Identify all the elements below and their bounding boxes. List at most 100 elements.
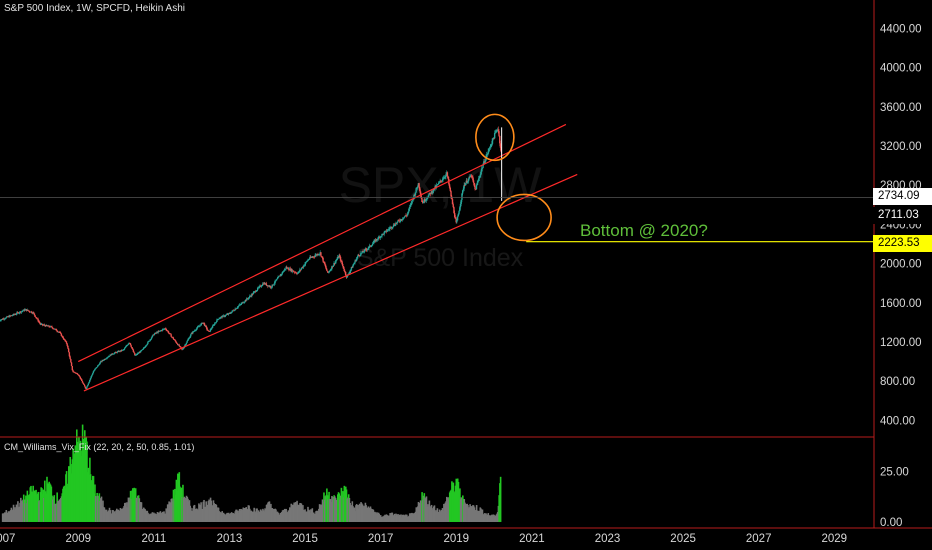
price-candle [380,236,382,238]
price-candle [321,256,324,258]
price-candle [491,138,494,144]
price-candle [254,291,257,292]
price-candle [216,319,218,322]
price-candle [94,369,96,371]
price-candle [121,350,123,351]
price-candle [65,341,68,344]
price-candle [328,271,330,273]
price-candle [413,194,416,196]
price-candle [484,160,486,163]
price-candle [392,224,395,227]
price-candle [482,164,484,169]
price-candle [270,286,272,288]
price-candle [251,293,254,295]
price-candle [277,277,279,279]
price-candle [473,182,476,187]
price-candle [328,270,331,272]
price-candle [307,259,309,262]
price-candle [355,260,357,262]
price-candle [417,183,420,187]
price-candle [198,325,201,327]
price-candle [103,359,105,361]
price-candle [356,256,358,259]
price-candle [3,318,6,320]
price-candle [414,192,417,196]
price-candle [162,328,164,330]
x-tick-label: 2029 [822,533,848,545]
price-candle [17,312,19,314]
price-candle [217,318,220,320]
price-candle [105,358,108,360]
price-candle [304,263,306,266]
price-candle [390,226,392,228]
price-candle [278,276,280,278]
price-candle [419,187,421,192]
price-candle [41,323,43,325]
price-candle [358,255,360,256]
price-candle [440,180,442,182]
price-candle [124,347,127,349]
price-candle [427,197,429,199]
price-candle [335,260,337,262]
price-candle [206,329,209,331]
price-candle [280,273,283,275]
price-candle [211,327,213,329]
price-candle [290,269,292,271]
price-candle [472,176,474,181]
price-candle [327,271,329,273]
price-candle [421,198,423,203]
price-candle [77,374,79,376]
price-candle [497,129,499,132]
price-candle [368,245,371,247]
price-candle [309,256,311,259]
price-candle [237,306,239,308]
price-candle [44,325,47,327]
x-tick-label: 2017 [368,533,394,545]
price-candle [360,252,363,254]
price-candle [13,313,15,315]
y-tick-label: 4000.00 [880,63,922,75]
x-tick-label: 2021 [519,533,545,545]
price-candle [37,318,39,322]
price-candle [194,330,196,332]
price-candle [59,332,62,334]
price-candle [361,251,364,253]
price-candle [279,275,281,277]
price-candle [51,327,54,329]
vix-bar [499,476,502,522]
price-candle [227,313,230,315]
price-candle [200,322,203,324]
price-candle [307,259,310,261]
price-candle [340,260,342,262]
price-candle [458,211,460,214]
price-candle [221,316,223,318]
price-candle [398,220,400,222]
price-candle [205,325,207,327]
price-candle [65,340,67,342]
price-candle [98,364,100,366]
price-candle [302,265,305,268]
price-tag-crosshair-value: 2734.09 [878,190,920,202]
price-candle [324,264,326,267]
price-candle [326,270,329,272]
price-candle [344,271,347,276]
price-candle [453,207,455,213]
x-tick-label: 2009 [65,533,91,545]
price-candle [158,330,161,332]
price-candle [416,187,418,189]
price-candle [57,331,60,333]
price-candle [499,135,501,144]
price-candle [409,204,412,207]
price-candle [165,328,167,330]
price-candle [343,268,345,271]
price-candle [40,324,42,325]
price-candle [405,215,407,217]
price-candle [67,348,70,353]
vix-y-tick-label: 25.00 [880,466,909,478]
price-candle [496,129,499,131]
price-candle [152,334,154,336]
price-candle [123,348,126,350]
price-candle [285,267,287,270]
price-candle [29,311,31,313]
